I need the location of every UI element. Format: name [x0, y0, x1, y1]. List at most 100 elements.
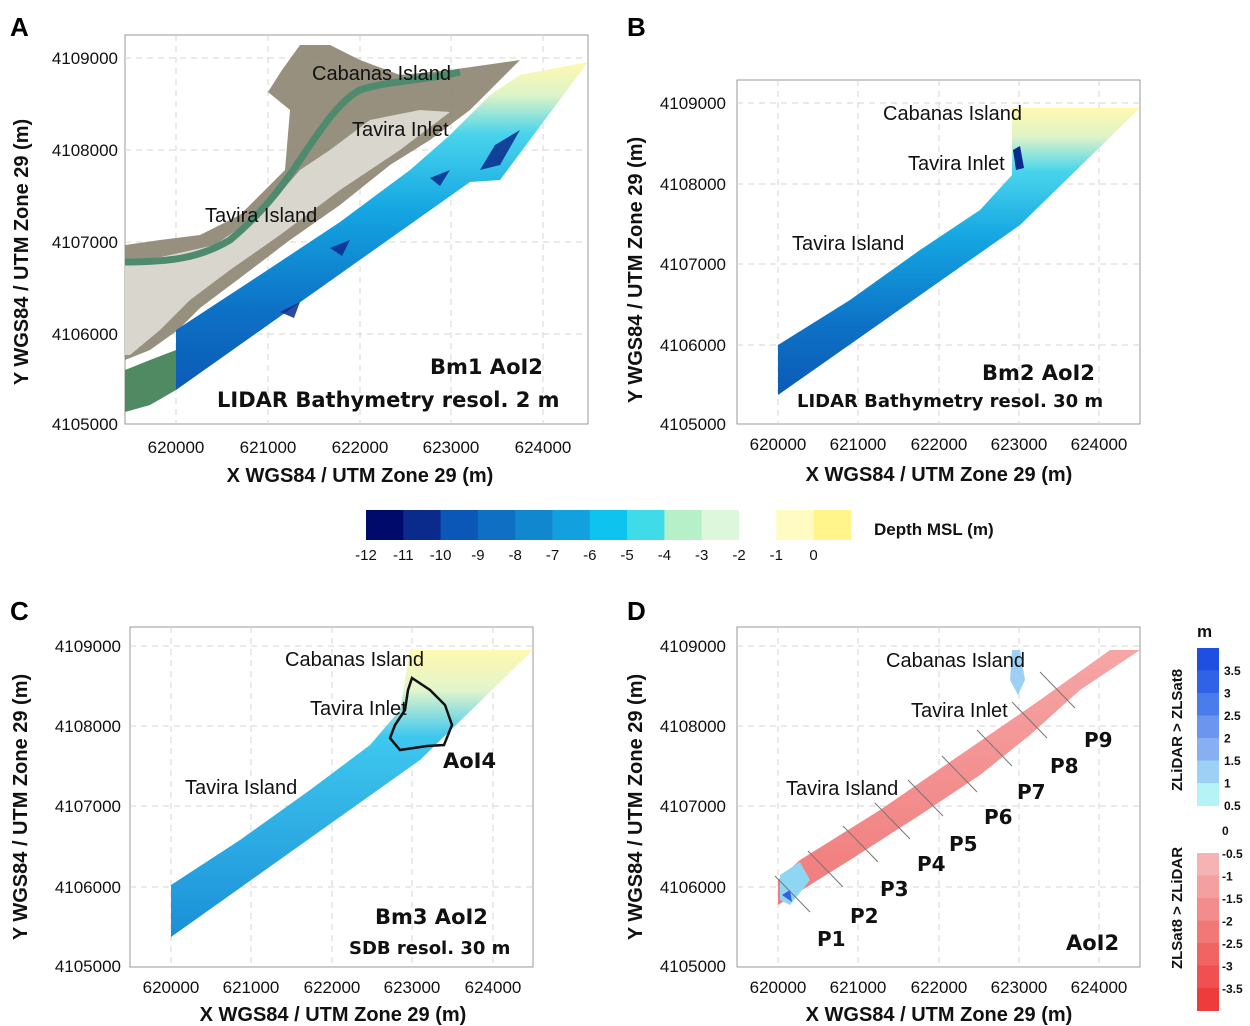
- positive-swatches: [1197, 648, 1219, 806]
- depth-swatch: [440, 510, 479, 540]
- x-tick: 622000: [332, 438, 389, 457]
- place-label: Tavira Island: [792, 233, 904, 255]
- y-tick: 4106000: [52, 325, 118, 344]
- positive-swatch: [1197, 715, 1219, 739]
- negative-swatch: [1197, 853, 1219, 876]
- place-label: Tavira Inlet: [908, 153, 1005, 175]
- panel-title: Bm2 AoI2: [982, 361, 1095, 385]
- channel: [124, 68, 461, 266]
- panel-subtitle: LIDAR Bathymetry resol. 30 m: [797, 391, 1103, 412]
- diff-legend-unit: m: [1197, 622, 1212, 641]
- panel-title: Bm3 AoI2: [375, 905, 488, 929]
- depth-swatch: [739, 510, 777, 540]
- panel-d: D: [625, 596, 1141, 1026]
- diff-tick: -1.5: [1222, 892, 1243, 906]
- diff-tick: 2.5: [1224, 709, 1241, 723]
- depth-legend-label: Depth MSL (m): [874, 520, 994, 539]
- map-frame: [736, 79, 1141, 425]
- x-tick: 620000: [148, 438, 205, 457]
- y-tick: 4109000: [55, 637, 121, 656]
- x-tick-labels: 620000 621000 622000 623000 624000: [750, 435, 1128, 454]
- place-label: Tavira Island: [786, 778, 898, 800]
- x-axis-label: X WGS84 / UTM Zone 29 (m): [200, 1004, 467, 1026]
- y-tick: 4106000: [660, 336, 726, 355]
- y-tick: 4107000: [660, 255, 726, 274]
- panel-a: A Cabanas Island: [10, 12, 589, 487]
- negative-swatch: [1197, 898, 1219, 921]
- depth-tick: -4: [658, 547, 671, 564]
- positive-swatch: [1197, 760, 1219, 784]
- profile-label: P2: [850, 904, 879, 928]
- x-tick: 623000: [384, 978, 441, 997]
- map-frame: [129, 626, 534, 968]
- place-label: Cabanas Island: [285, 649, 424, 671]
- diff-tick: -2: [1222, 915, 1233, 929]
- y-tick-labels: 4109000 4108000 4107000 4106000 4105000: [660, 637, 726, 976]
- y-axis-label: Y WGS84 / UTM Zone 29 (m): [10, 674, 32, 940]
- y-tick: 4107000: [52, 233, 118, 252]
- profile-label: P7: [1017, 780, 1046, 804]
- x-tick-labels: 620000 621000 622000 623000 624000: [148, 438, 572, 457]
- x-tick: 621000: [830, 435, 887, 454]
- profile-label: P5: [949, 832, 978, 856]
- bathymetry-swath: [171, 650, 533, 937]
- bathymetry-swath: [176, 62, 588, 390]
- positive-swatch: [1197, 783, 1219, 806]
- depth-tick: -10: [430, 547, 452, 564]
- depth-swatch: [403, 510, 442, 540]
- x-tick: 620000: [143, 978, 200, 997]
- depth-swatch: [366, 510, 404, 540]
- negative-swatch: [1197, 875, 1219, 899]
- y-tick-labels: 4109000 4108000 4107000 4106000 4105000: [660, 94, 726, 434]
- y-tick-labels: 4109000 4108000 4107000 4106000 4105000: [52, 49, 118, 434]
- x-tick: 621000: [240, 438, 297, 457]
- y-axis-label: Y WGS84 / UTM Zone 29 (m): [11, 119, 33, 385]
- positive-swatch: [1197, 670, 1219, 694]
- y-tick: 4108000: [55, 717, 121, 736]
- depth-swatch: [627, 510, 665, 540]
- bathymetry-swath: [778, 108, 1140, 395]
- x-tick: 620000: [750, 978, 807, 997]
- positive-swatch: [1197, 648, 1219, 671]
- positive-swatch: [1197, 693, 1219, 716]
- x-tick-labels: 620000 621000 622000 623000 624000: [750, 978, 1128, 997]
- y-tick: 4108000: [660, 717, 726, 736]
- negative-swatch: [1197, 943, 1219, 966]
- profile-label: P3: [880, 877, 909, 901]
- place-label: Cabanas Island: [886, 650, 1025, 672]
- aoi4-outline: [388, 676, 454, 752]
- panel-letter: B: [627, 12, 646, 42]
- diff-tick: 0: [1222, 824, 1229, 838]
- depth-tick: -6: [583, 547, 596, 564]
- diff-tick-labels: 3.5 3 2.5 2 1.5 1 0.5 -0.5 -1 -1.5 -2 -2.5 -3 -3.5: [1222, 664, 1243, 996]
- beach-sand: [125, 110, 450, 355]
- x-tick-labels: 620000 621000 622000 623000 624000: [143, 978, 522, 997]
- panel-title: AoI2: [1066, 931, 1119, 955]
- x-tick: 621000: [223, 978, 280, 997]
- profile-label: P9: [1084, 728, 1113, 752]
- map-frame: [124, 34, 589, 425]
- y-tick: 4107000: [55, 797, 121, 816]
- place-label: Tavira Island: [205, 205, 317, 227]
- positive-swatch: [1197, 738, 1219, 761]
- place-label: Tavira Inlet: [911, 700, 1008, 722]
- diff-tick: -1: [1222, 870, 1233, 884]
- panel-letter: C: [10, 596, 29, 626]
- x-tick: 622000: [911, 978, 968, 997]
- y-axis-label: Y WGS84 / UTM Zone 29 (m): [625, 137, 647, 403]
- diff-tick: 1.5: [1224, 754, 1241, 768]
- negative-swatches: [1197, 853, 1219, 1011]
- y-tick: 4105000: [660, 957, 726, 976]
- diff-tick: 0.5: [1224, 799, 1241, 813]
- depth-tick: -2: [732, 547, 745, 564]
- y-tick: 4109000: [52, 49, 118, 68]
- depth-swatch: [589, 510, 628, 540]
- diff-tick: -0.5: [1222, 847, 1243, 861]
- y-axis-label: Y WGS84 / UTM Zone 29 (m): [625, 674, 647, 940]
- x-tick: 624000: [515, 438, 572, 457]
- depth-tick: -8: [509, 547, 522, 564]
- depth-swatch: [552, 510, 591, 540]
- deep-positive-patch: [782, 890, 792, 902]
- profile-label: P6: [984, 805, 1013, 829]
